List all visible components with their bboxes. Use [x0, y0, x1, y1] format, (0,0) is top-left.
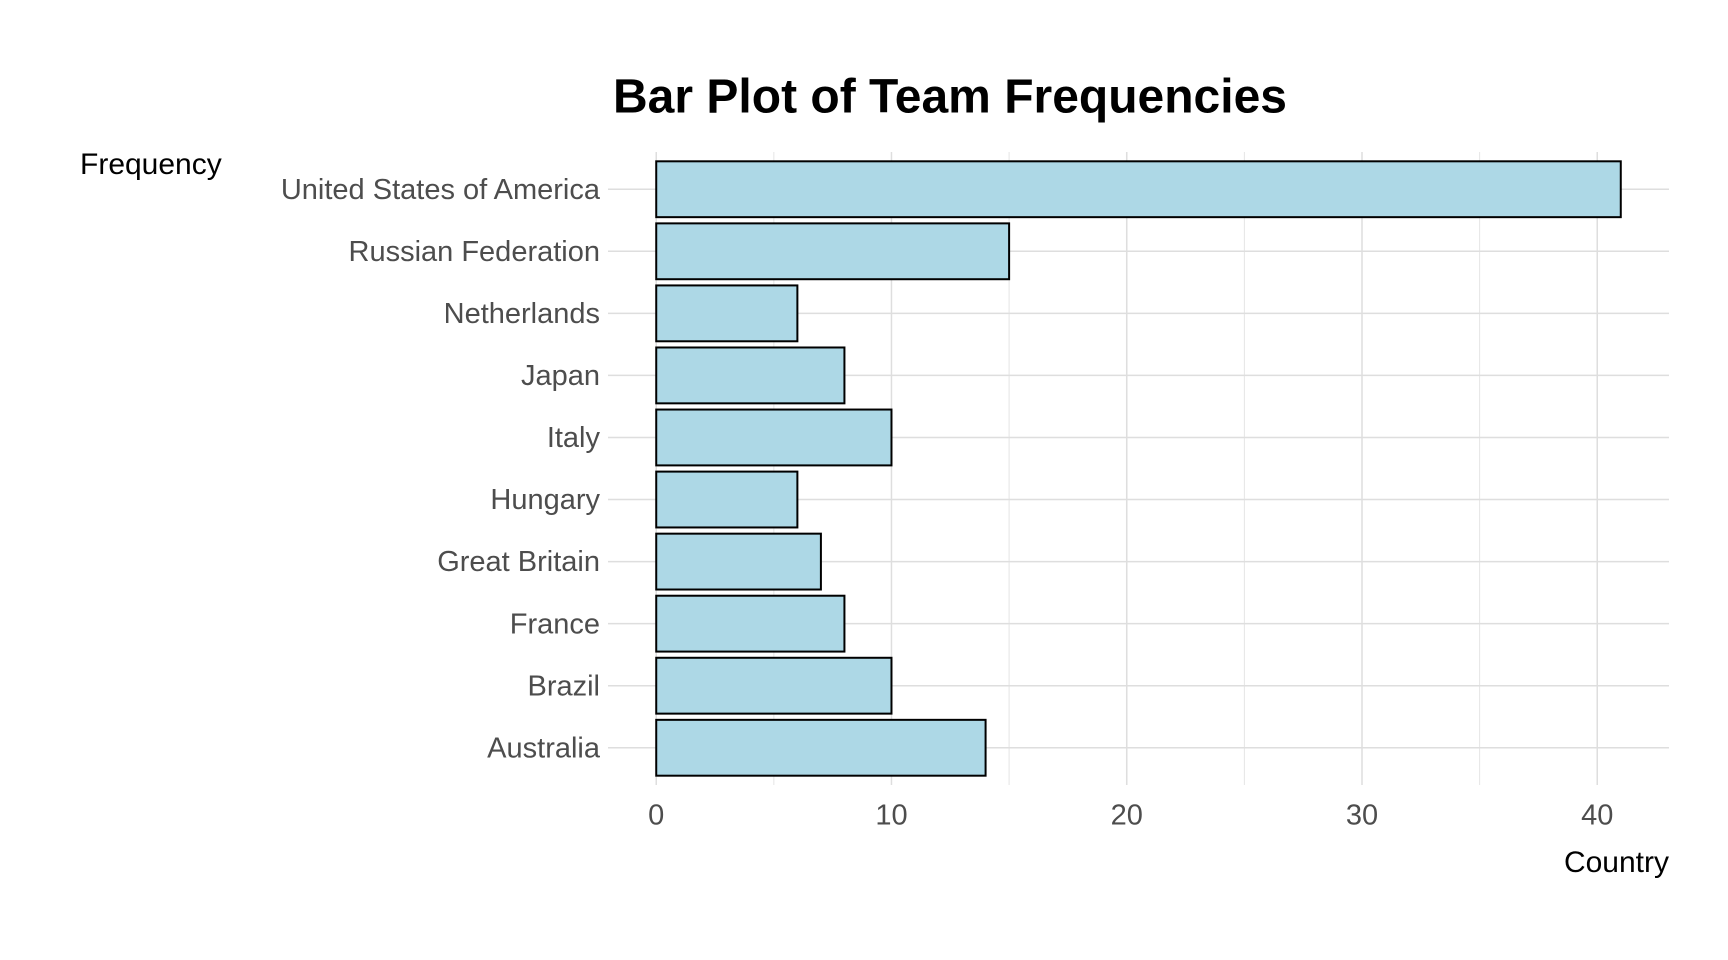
y-tick-label: Italy [547, 422, 601, 454]
y-tick-label: Netherlands [444, 298, 600, 330]
y-axis-label: Frequency [80, 148, 222, 181]
y-tick-label: France [510, 608, 600, 640]
x-tick-label: 30 [1346, 800, 1378, 832]
bar [655, 656, 893, 715]
y-tick-label: Brazil [527, 670, 600, 702]
x-tick-label: 40 [1581, 800, 1613, 832]
bar [655, 408, 893, 467]
bar [655, 532, 822, 591]
y-tick-label: Russian Federation [349, 236, 600, 268]
x-axis-label: Country [1564, 846, 1669, 879]
x-tick-label: 10 [875, 800, 907, 832]
bar [655, 284, 799, 343]
y-tick-label: Hungary [490, 484, 600, 516]
y-tick-label: Japan [521, 360, 600, 392]
y-tick-label: United States of America [281, 174, 601, 206]
x-tick-label: 20 [1111, 800, 1143, 832]
bar [655, 222, 1011, 281]
bar [655, 160, 1622, 219]
bar [655, 594, 846, 653]
bar [655, 718, 987, 777]
chart-title: Bar Plot of Team Frequencies [613, 71, 1287, 124]
x-tick-label: 0 [648, 800, 664, 832]
bar [655, 346, 846, 405]
y-tick-label: Great Britain [437, 546, 600, 578]
bar [655, 470, 799, 529]
y-tick-label: Australia [487, 732, 601, 764]
